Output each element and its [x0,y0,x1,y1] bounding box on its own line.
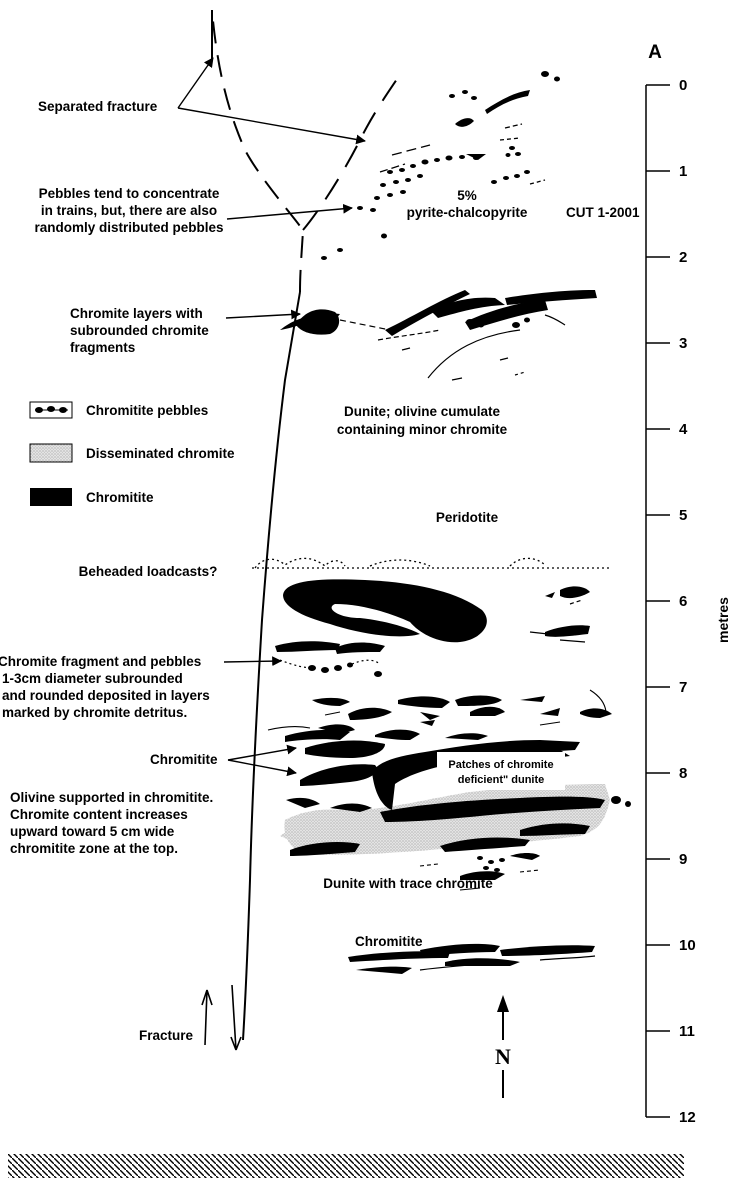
pebbles-note-line-3: randomly distributed pebbles [34,220,223,235]
upper-dashes [379,123,546,185]
separated-fracture-label: Separated fracture [38,99,158,114]
olivine-note-line-4: chromitite zone at the top. [10,841,178,856]
chromite-layers-line-3: fragments [70,340,135,355]
scale-tick-label: 9 [679,851,687,868]
scale-letter: A [648,42,662,63]
upper-pebble-zone [321,71,560,260]
cut-label: CUT 1-2001 [566,205,640,220]
chromite-layer-zone [280,290,597,336]
dunite-cumulate-line-1: Dunite; olivine cumulate [344,404,501,419]
scale-tick-label: 10 [679,937,696,954]
lower-chromitite [348,943,595,974]
sulfide-name: pyrite-chalcopyrite [407,205,528,220]
fracture-label: Fracture [139,1028,194,1043]
pebbles-note-line-1: Pebbles tend to concentrate [39,186,220,201]
peridotite-label: Peridotite [436,510,499,525]
scale-tick-label: 5 [679,507,687,524]
disseminated-lines [267,726,541,891]
legend-disseminated-symbol [29,443,73,463]
scale-tick-label: 2 [679,249,687,266]
lens-lines [529,599,586,643]
patches-line-1: Patches of chromite [448,759,553,771]
olivine-note-line-3: upward toward 5 cm wide [10,824,175,839]
olivine-note-line-2: Chromite content increases [10,807,188,822]
scale-tick-label: 3 [679,335,687,352]
olivine-note-line-1: Olivine supported in chromitite. [10,790,213,805]
legend-chromitite-symbol [30,488,72,506]
pebbles-note-line-2: in trains, but, there are also [41,203,217,218]
fragments-zone [312,695,612,740]
loadcast-line [252,557,612,569]
ground-hatch-bar [8,1154,684,1178]
scale-tick-label: 6 [679,593,687,610]
scale-unit-label: metres [715,597,731,643]
fragments-note-line-3: and rounded deposited in layers [2,688,210,703]
chromite-layers-line-1: Chromite layers with [70,306,203,321]
fragments-note-line-4: marked by chromite detritus. [2,705,187,720]
pebble-layer [275,641,385,677]
scale-tick-label: 11 [679,1023,695,1040]
loadcasts-label: Beheaded loadcasts? [79,564,218,579]
chromitite-low-label: Chromitite [355,934,423,949]
sulfide-percent: 5% [457,188,477,203]
legend: Chromitite pebbles Disseminated chromite… [29,401,235,506]
leader-arrows [177,57,366,777]
scale-tick-label: 4 [679,421,688,438]
scale-tick-label: 12 [679,1109,696,1126]
chromite-layers-line-2: subrounded chromite [70,323,209,338]
dunite-trace-label: Dunite with trace chromite [323,876,493,891]
legend-disseminated-label: Disseminated chromite [86,446,235,461]
scale-tick-label: 8 [679,765,687,782]
fragment-lines [324,689,607,726]
lower-lines [419,955,596,971]
scale-tick-label: 7 [679,679,687,696]
labels: Separated fracture Pebbles tend to conce… [0,99,640,1043]
north-label: N [495,1044,511,1069]
patches-line-2: deficient" dunite [458,774,545,786]
fracture-arrows-icon [201,984,242,1051]
legend-pebbles-label: Chromitite pebbles [86,403,208,418]
fracture-line [211,9,404,1041]
dunite-cumulate-line-2: containing minor chromite [337,422,508,437]
chromitite-mid-label: Chromitite [150,752,218,767]
scale-tick-label: 0 [679,77,687,94]
scale-tick-label: 1 [679,163,687,180]
pebble-dotted [279,659,381,669]
fragments-note-line-1: Chromite fragment and pebbles [0,654,201,669]
fragments-note-line-2: 1-3cm diameter subrounded [2,671,183,686]
chromite-layer-lines [339,314,566,381]
patches-label-box [437,752,565,790]
large-chromitite-lens [283,579,590,643]
north-arrow-icon: N [495,995,511,1098]
legend-chromitite-label: Chromitite [86,490,154,505]
